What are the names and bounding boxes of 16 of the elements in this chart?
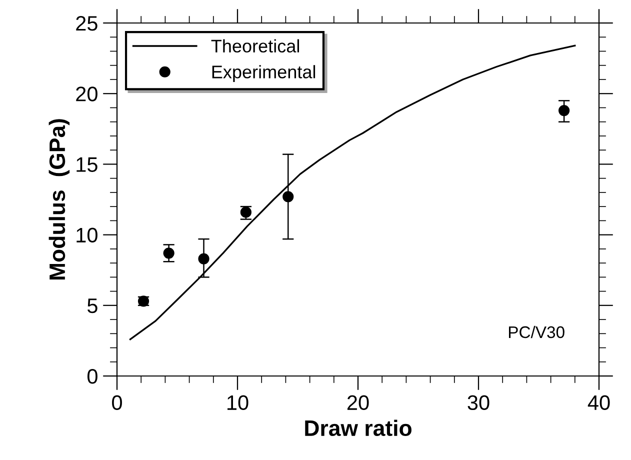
annotation: PC/V30: [508, 326, 564, 338]
y-tick-label: 0: [87, 369, 98, 384]
y-tick-label: 20: [76, 86, 98, 102]
x-tick-label: 30: [468, 395, 490, 410]
x-tick-label: 0: [112, 395, 122, 410]
x-tick-label: 10: [228, 395, 248, 410]
y-tick-label: 10: [76, 228, 98, 243]
legend-label: Theoretical: [211, 39, 299, 53]
x-tick-label: 40: [588, 395, 610, 410]
x-tick-label: 20: [347, 395, 369, 410]
y-tick-label: 25: [76, 16, 98, 31]
y-axis-title: Modulus (GPa): [48, 119, 70, 280]
legend-label: Experimental: [212, 65, 316, 82]
y-tick-label: 15: [76, 157, 98, 172]
y-tick-label: 5: [88, 298, 98, 314]
x-axis-title: Draw ratio: [305, 420, 412, 436]
